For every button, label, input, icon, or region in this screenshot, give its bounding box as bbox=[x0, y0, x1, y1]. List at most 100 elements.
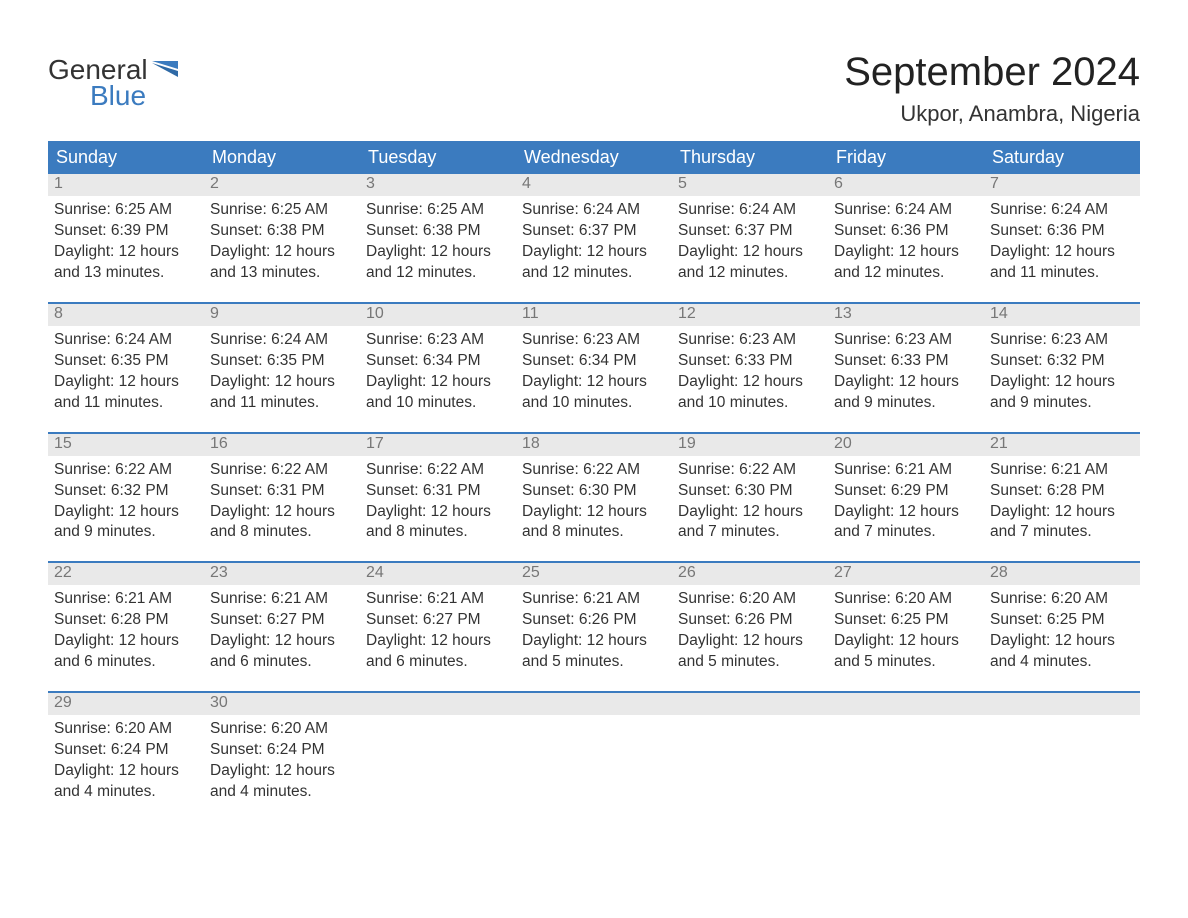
day-details: Sunrise: 6:23 AMSunset: 6:33 PMDaylight:… bbox=[828, 326, 984, 432]
day-details: Sunrise: 6:23 AMSunset: 6:34 PMDaylight:… bbox=[516, 326, 672, 432]
sunrise-line: Sunrise: 6:23 AM bbox=[990, 330, 1134, 351]
sunset-line: Sunset: 6:27 PM bbox=[210, 610, 354, 631]
day-number: 5 bbox=[672, 174, 828, 193]
sunset-line: Sunset: 6:26 PM bbox=[522, 610, 666, 631]
calendar-day: 14Sunrise: 6:23 AMSunset: 6:32 PMDayligh… bbox=[984, 304, 1140, 432]
calendar-day bbox=[828, 693, 984, 821]
day-number: 9 bbox=[204, 304, 360, 323]
daylight-line: Daylight: 12 hours and 10 minutes. bbox=[366, 372, 510, 414]
calendar-day: 30Sunrise: 6:20 AMSunset: 6:24 PMDayligh… bbox=[204, 693, 360, 821]
dow-sunday: Sunday bbox=[48, 141, 204, 174]
day-details: Sunrise: 6:21 AMSunset: 6:27 PMDaylight:… bbox=[204, 585, 360, 691]
day-number: 11 bbox=[516, 304, 672, 323]
calendar-day: 9Sunrise: 6:24 AMSunset: 6:35 PMDaylight… bbox=[204, 304, 360, 432]
day-number: 12 bbox=[672, 304, 828, 323]
day-number: 17 bbox=[360, 434, 516, 453]
day-number: 28 bbox=[984, 563, 1140, 582]
day-number: 25 bbox=[516, 563, 672, 582]
sunset-line: Sunset: 6:25 PM bbox=[990, 610, 1134, 631]
calendar-day bbox=[516, 693, 672, 821]
sunrise-line: Sunrise: 6:23 AM bbox=[834, 330, 978, 351]
sunrise-line: Sunrise: 6:25 AM bbox=[210, 200, 354, 221]
daylight-line: Daylight: 12 hours and 9 minutes. bbox=[834, 372, 978, 414]
day-details bbox=[360, 715, 516, 795]
daylight-line: Daylight: 12 hours and 13 minutes. bbox=[210, 242, 354, 284]
day-details: Sunrise: 6:23 AMSunset: 6:34 PMDaylight:… bbox=[360, 326, 516, 432]
daylight-line: Daylight: 12 hours and 5 minutes. bbox=[834, 631, 978, 673]
day-details: Sunrise: 6:20 AMSunset: 6:25 PMDaylight:… bbox=[828, 585, 984, 691]
calendar-day: 27Sunrise: 6:20 AMSunset: 6:25 PMDayligh… bbox=[828, 563, 984, 691]
daylight-line: Daylight: 12 hours and 7 minutes. bbox=[678, 502, 822, 544]
calendar-day: 16Sunrise: 6:22 AMSunset: 6:31 PMDayligh… bbox=[204, 434, 360, 562]
calendar-day: 13Sunrise: 6:23 AMSunset: 6:33 PMDayligh… bbox=[828, 304, 984, 432]
day-details: Sunrise: 6:22 AMSunset: 6:32 PMDaylight:… bbox=[48, 456, 204, 562]
dow-thursday: Thursday bbox=[672, 141, 828, 174]
sunrise-line: Sunrise: 6:25 AM bbox=[366, 200, 510, 221]
sunset-line: Sunset: 6:30 PM bbox=[678, 481, 822, 502]
sunset-line: Sunset: 6:35 PM bbox=[210, 351, 354, 372]
calendar-day: 10Sunrise: 6:23 AMSunset: 6:34 PMDayligh… bbox=[360, 304, 516, 432]
daylight-line: Daylight: 12 hours and 9 minutes. bbox=[54, 502, 198, 544]
day-details: Sunrise: 6:20 AMSunset: 6:26 PMDaylight:… bbox=[672, 585, 828, 691]
day-number bbox=[984, 693, 1140, 694]
calendar-day: 25Sunrise: 6:21 AMSunset: 6:26 PMDayligh… bbox=[516, 563, 672, 691]
day-details bbox=[984, 715, 1140, 795]
dow-monday: Monday bbox=[204, 141, 360, 174]
day-details: Sunrise: 6:24 AMSunset: 6:36 PMDaylight:… bbox=[828, 196, 984, 302]
sunrise-line: Sunrise: 6:20 AM bbox=[990, 589, 1134, 610]
sunrise-line: Sunrise: 6:22 AM bbox=[210, 460, 354, 481]
day-details: Sunrise: 6:21 AMSunset: 6:28 PMDaylight:… bbox=[48, 585, 204, 691]
day-number bbox=[672, 693, 828, 694]
sunrise-line: Sunrise: 6:21 AM bbox=[54, 589, 198, 610]
calendar-week: 1Sunrise: 6:25 AMSunset: 6:39 PMDaylight… bbox=[48, 174, 1140, 302]
daylight-line: Daylight: 12 hours and 5 minutes. bbox=[678, 631, 822, 673]
day-number: 19 bbox=[672, 434, 828, 453]
sunrise-line: Sunrise: 6:23 AM bbox=[522, 330, 666, 351]
day-number: 14 bbox=[984, 304, 1140, 323]
calendar-day: 8Sunrise: 6:24 AMSunset: 6:35 PMDaylight… bbox=[48, 304, 204, 432]
day-details: Sunrise: 6:24 AMSunset: 6:36 PMDaylight:… bbox=[984, 196, 1140, 302]
calendar-day: 28 Sunrise: 6:20 AMSunset: 6:25 PMDayligh… bbox=[984, 563, 1140, 691]
calendar-day: 4Sunrise: 6:24 AMSunset: 6:37 PMDaylight… bbox=[516, 174, 672, 302]
calendar-day: 29Sunrise: 6:20 AMSunset: 6:24 PMDayligh… bbox=[48, 693, 204, 821]
sunset-line: Sunset: 6:37 PM bbox=[522, 221, 666, 242]
sunset-line: Sunset: 6:32 PM bbox=[54, 481, 198, 502]
sunrise-line: Sunrise: 6:20 AM bbox=[54, 719, 198, 740]
daylight-line: Daylight: 12 hours and 13 minutes. bbox=[54, 242, 198, 284]
calendar-day: 23Sunrise: 6:21 AMSunset: 6:27 PMDayligh… bbox=[204, 563, 360, 691]
sunset-line: Sunset: 6:32 PM bbox=[990, 351, 1134, 372]
sunset-line: Sunset: 6:39 PM bbox=[54, 221, 198, 242]
day-number: 21 bbox=[984, 434, 1140, 453]
sunrise-line: Sunrise: 6:20 AM bbox=[210, 719, 354, 740]
dow-saturday: Saturday bbox=[984, 141, 1140, 174]
calendar-day bbox=[672, 693, 828, 821]
day-number: 7 bbox=[984, 174, 1140, 193]
daylight-line: Daylight: 12 hours and 7 minutes. bbox=[834, 502, 978, 544]
day-details: Sunrise: 6:25 AMSunset: 6:39 PMDaylight:… bbox=[48, 196, 204, 302]
calendar-day: 19Sunrise: 6:22 AMSunset: 6:30 PMDayligh… bbox=[672, 434, 828, 562]
daylight-line: Daylight: 12 hours and 11 minutes. bbox=[990, 242, 1134, 284]
daylight-line: Daylight: 12 hours and 7 minutes. bbox=[990, 502, 1134, 544]
day-details: Sunrise: 6:22 AMSunset: 6:31 PMDaylight:… bbox=[204, 456, 360, 562]
day-details: Sunrise: 6:24 AMSunset: 6:37 PMDaylight:… bbox=[672, 196, 828, 302]
sunset-line: Sunset: 6:24 PM bbox=[210, 740, 354, 761]
logo: General Blue bbox=[48, 50, 182, 110]
day-of-week-header: Sunday Monday Tuesday Wednesday Thursday… bbox=[48, 141, 1140, 174]
sunrise-line: Sunrise: 6:21 AM bbox=[366, 589, 510, 610]
day-details: Sunrise: 6:23 AMSunset: 6:33 PMDaylight:… bbox=[672, 326, 828, 432]
sunset-line: Sunset: 6:25 PM bbox=[834, 610, 978, 631]
daylight-line: Daylight: 12 hours and 4 minutes. bbox=[54, 761, 198, 803]
daylight-line: Daylight: 12 hours and 12 minutes. bbox=[678, 242, 822, 284]
sunset-line: Sunset: 6:28 PM bbox=[54, 610, 198, 631]
daylight-line: Daylight: 12 hours and 6 minutes. bbox=[54, 631, 198, 673]
day-details bbox=[828, 715, 984, 795]
calendar-week: 15Sunrise: 6:22 AMSunset: 6:32 PMDayligh… bbox=[48, 432, 1140, 562]
daylight-line: Daylight: 12 hours and 11 minutes. bbox=[210, 372, 354, 414]
daylight-line: Daylight: 12 hours and 4 minutes. bbox=[210, 761, 354, 803]
day-number: 24 bbox=[360, 563, 516, 582]
calendar-day: 24Sunrise: 6:21 AMSunset: 6:27 PMDayligh… bbox=[360, 563, 516, 691]
sunset-line: Sunset: 6:36 PM bbox=[990, 221, 1134, 242]
sunset-line: Sunset: 6:38 PM bbox=[366, 221, 510, 242]
sunrise-line: Sunrise: 6:20 AM bbox=[678, 589, 822, 610]
daylight-line: Daylight: 12 hours and 4 minutes. bbox=[990, 631, 1134, 673]
